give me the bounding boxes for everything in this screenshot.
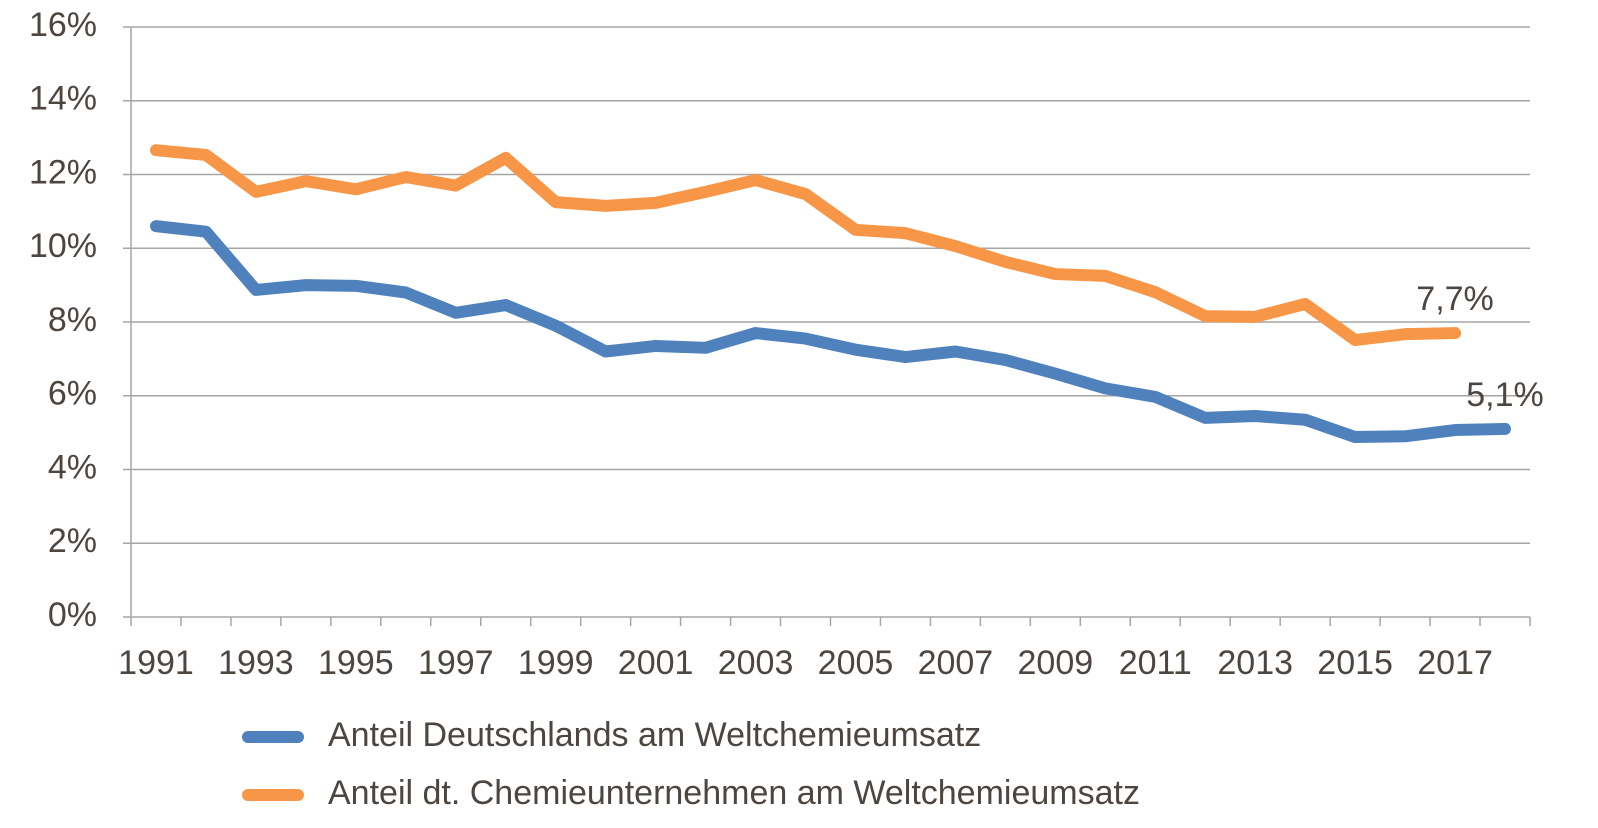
x-tick-label: 1995 bbox=[318, 644, 394, 682]
y-tick-label: 0% bbox=[48, 596, 97, 634]
y-tick-label: 14% bbox=[29, 80, 97, 118]
x-tick-label: 1991 bbox=[118, 644, 194, 682]
y-tick-label: 4% bbox=[48, 448, 97, 486]
x-tick-label: 2015 bbox=[1317, 644, 1393, 682]
x-tick-label: 1999 bbox=[518, 644, 594, 682]
y-tick-label: 10% bbox=[29, 227, 97, 265]
y-tick-label: 16% bbox=[29, 6, 97, 44]
data-label: 5,1% bbox=[1466, 376, 1544, 414]
y-tick-label: 8% bbox=[48, 301, 97, 339]
x-tick-label: 2001 bbox=[618, 644, 694, 682]
x-tick-label: 2017 bbox=[1417, 644, 1493, 682]
y-tick-label: 6% bbox=[48, 375, 97, 413]
x-tick-label: 1997 bbox=[418, 644, 494, 682]
y-tick-label: 12% bbox=[29, 153, 97, 191]
line-series bbox=[149, 144, 1462, 347]
x-tick-label: 1993 bbox=[218, 644, 294, 682]
data-label: 7,7% bbox=[1416, 280, 1494, 318]
x-tick-label: 2009 bbox=[1018, 644, 1094, 682]
x-tick-label: 2007 bbox=[918, 644, 994, 682]
x-tick-label: 2013 bbox=[1217, 644, 1293, 682]
x-tick-label: 2005 bbox=[818, 644, 894, 682]
x-tick-label: 2003 bbox=[718, 644, 794, 682]
legend-label: Anteil dt. Chemieunternehmen am Weltchem… bbox=[328, 774, 1140, 812]
y-tick-label: 2% bbox=[48, 522, 97, 560]
legend-label: Anteil Deutschlands am Weltchemieumsatz bbox=[328, 716, 981, 754]
x-tick-label: 2011 bbox=[1119, 644, 1192, 682]
line-series bbox=[149, 220, 1512, 444]
